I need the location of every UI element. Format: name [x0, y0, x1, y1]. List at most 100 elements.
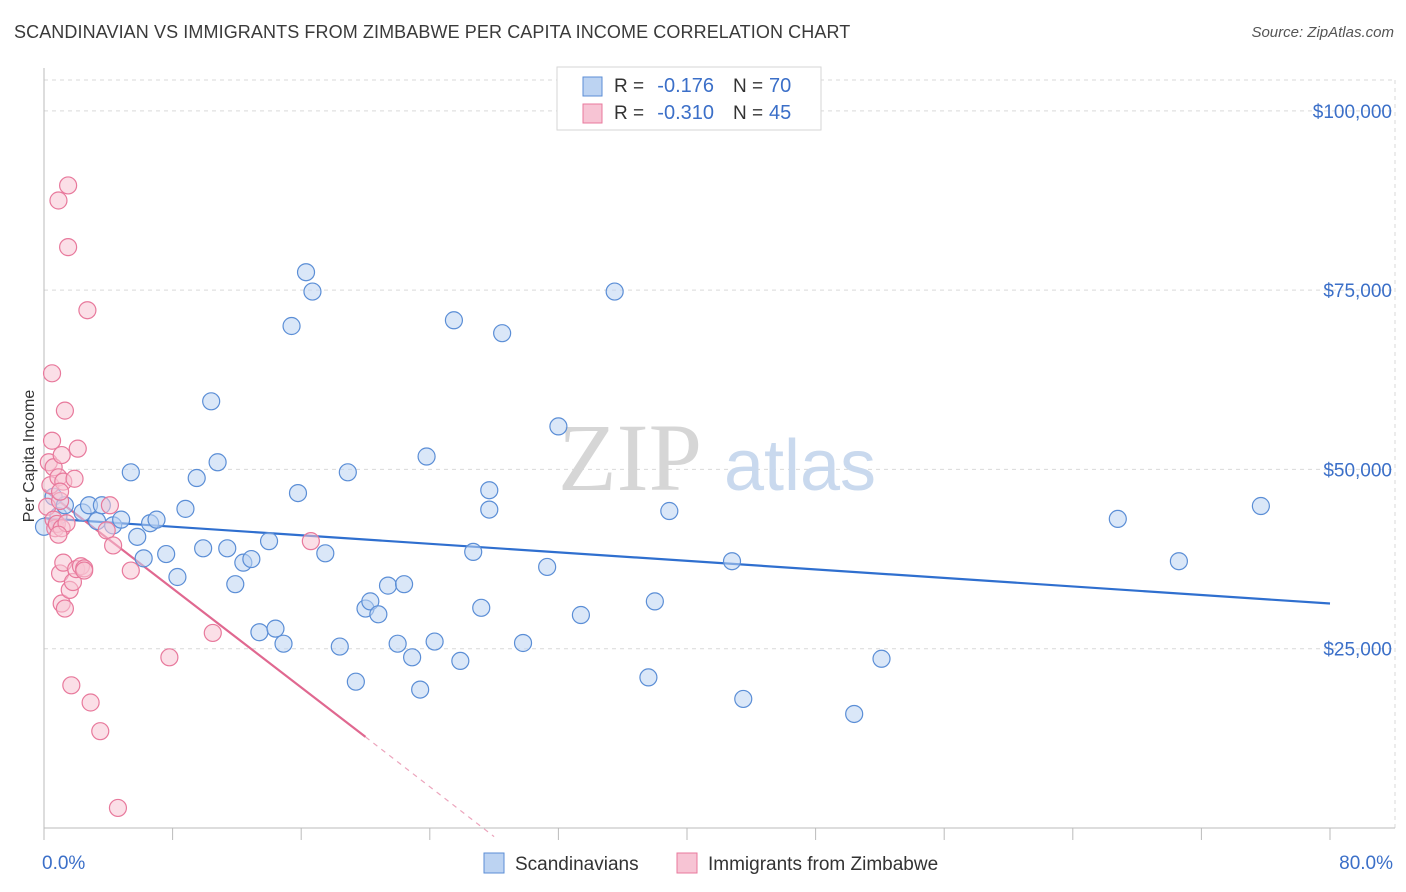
- correlation-legend: R = -0.176 N = 70 R = -0.310 N = 45: [556, 66, 822, 131]
- data-point-blue: [266, 619, 285, 638]
- data-point-blue: [480, 481, 499, 500]
- data-point-blue: [549, 417, 568, 436]
- series-legend: Scandinavians Immigrants from Zimbabwe: [483, 852, 938, 875]
- data-point-blue: [639, 668, 658, 687]
- data-point-blue: [303, 282, 322, 301]
- y-tick-labels: $25,000 $50,000 $75,000 $100,000: [1313, 102, 1392, 661]
- data-point-blue: [472, 598, 491, 617]
- data-point-blue: [259, 532, 279, 551]
- data-point-pink: [55, 401, 74, 420]
- data-point-blue: [411, 680, 430, 699]
- y-tick-label: $25,000: [1323, 640, 1392, 661]
- legend-swatch-blue: [483, 852, 505, 874]
- data-point-pink: [65, 469, 84, 488]
- legend-swatch-blue: [582, 76, 603, 97]
- data-point-pink: [91, 722, 110, 741]
- data-point-blue: [202, 392, 221, 411]
- data-point-blue: [208, 453, 227, 472]
- legend-r-label: R =: [614, 103, 644, 124]
- data-point-pink: [108, 798, 128, 818]
- data-point-pink: [52, 445, 71, 465]
- data-point-blue: [645, 592, 664, 611]
- data-point-pink: [49, 191, 68, 210]
- data-point-blue: [451, 651, 470, 671]
- data-point-blue: [128, 527, 147, 546]
- legend-r-value: -0.176: [657, 75, 714, 97]
- data-point-pink: [203, 623, 222, 643]
- x-tick-label: 80.0%: [1339, 853, 1393, 874]
- data-point-blue: [361, 592, 380, 611]
- data-point-pink: [75, 561, 94, 580]
- data-point-pink: [97, 521, 116, 540]
- data-point-blue: [734, 689, 753, 709]
- data-point-blue: [187, 468, 206, 488]
- legend-r-value: -0.310: [657, 102, 714, 124]
- data-point-blue: [872, 649, 891, 668]
- data-point-blue: [464, 542, 483, 562]
- data-point-blue: [571, 605, 591, 625]
- y-tick-label: $50,000: [1323, 460, 1392, 481]
- data-point-pink: [59, 238, 78, 257]
- data-point-pink: [100, 496, 120, 515]
- trend-line-extension-pink: [365, 736, 495, 838]
- y-tick-label: $75,000: [1323, 281, 1392, 302]
- data-point-blue: [480, 500, 499, 519]
- trend-line-pink: [43, 488, 367, 738]
- data-point-blue: [722, 552, 742, 571]
- data-point-blue: [194, 539, 213, 558]
- y-axis-label: Per Capita Income: [21, 390, 38, 523]
- data-point-blue: [346, 672, 365, 691]
- legend-n-label: N =: [733, 76, 763, 97]
- data-point-pink: [81, 693, 100, 712]
- data-point-blue: [121, 463, 140, 482]
- data-point-pink: [55, 599, 74, 618]
- legend-label: Immigrants from Zimbabwe: [708, 854, 938, 875]
- trend-line-blue: [43, 517, 1331, 605]
- legend-n-value: 70: [769, 75, 791, 97]
- data-point-blue: [112, 510, 131, 529]
- x-tick-labels: 0.0% 80.0%: [42, 853, 1393, 874]
- legend-n-value: 45: [769, 102, 791, 124]
- data-point-blue: [605, 282, 624, 301]
- data-point-pink: [50, 482, 70, 501]
- legend-n-label: N =: [733, 103, 763, 124]
- legend-swatch-pink: [582, 103, 603, 124]
- data-point-blue: [1169, 552, 1188, 571]
- data-point-pink: [78, 301, 97, 320]
- data-point-blue: [394, 575, 414, 594]
- data-point-blue: [660, 501, 679, 521]
- data-point-blue: [316, 544, 335, 563]
- data-points: [34, 176, 1270, 818]
- data-point-blue: [157, 544, 176, 564]
- data-point-blue: [417, 447, 436, 466]
- data-point-blue: [338, 463, 357, 482]
- data-point-blue: [176, 499, 195, 518]
- source-label: Source: ZipAtlas.com: [1251, 24, 1394, 41]
- watermark-atlas: atlas: [724, 426, 876, 506]
- data-point-pink: [49, 525, 68, 544]
- data-point-blue: [274, 634, 293, 653]
- legend-swatch-pink: [676, 852, 698, 874]
- data-point-blue: [282, 316, 301, 336]
- legend-label: Scandinavians: [515, 854, 639, 875]
- data-point-blue: [226, 575, 245, 594]
- y-tick-label: $100,000: [1313, 102, 1392, 123]
- watermark-zip: ZIP: [558, 404, 702, 511]
- data-point-pink: [68, 439, 87, 458]
- legend-r-label: R =: [614, 76, 644, 97]
- data-point-blue: [493, 324, 512, 343]
- data-point-blue: [369, 605, 388, 624]
- data-point-pink: [42, 364, 62, 383]
- data-point-blue: [403, 648, 422, 667]
- data-point-pink: [104, 536, 123, 555]
- data-point-blue: [168, 567, 187, 587]
- data-point-blue: [388, 634, 407, 653]
- data-point-blue: [425, 632, 444, 651]
- data-point-pink: [59, 176, 78, 195]
- watermark: ZIP atlas: [558, 404, 876, 511]
- data-point-blue: [513, 633, 533, 653]
- data-point-pink: [62, 676, 81, 695]
- data-point-blue: [288, 483, 308, 503]
- data-point-blue: [1251, 496, 1270, 516]
